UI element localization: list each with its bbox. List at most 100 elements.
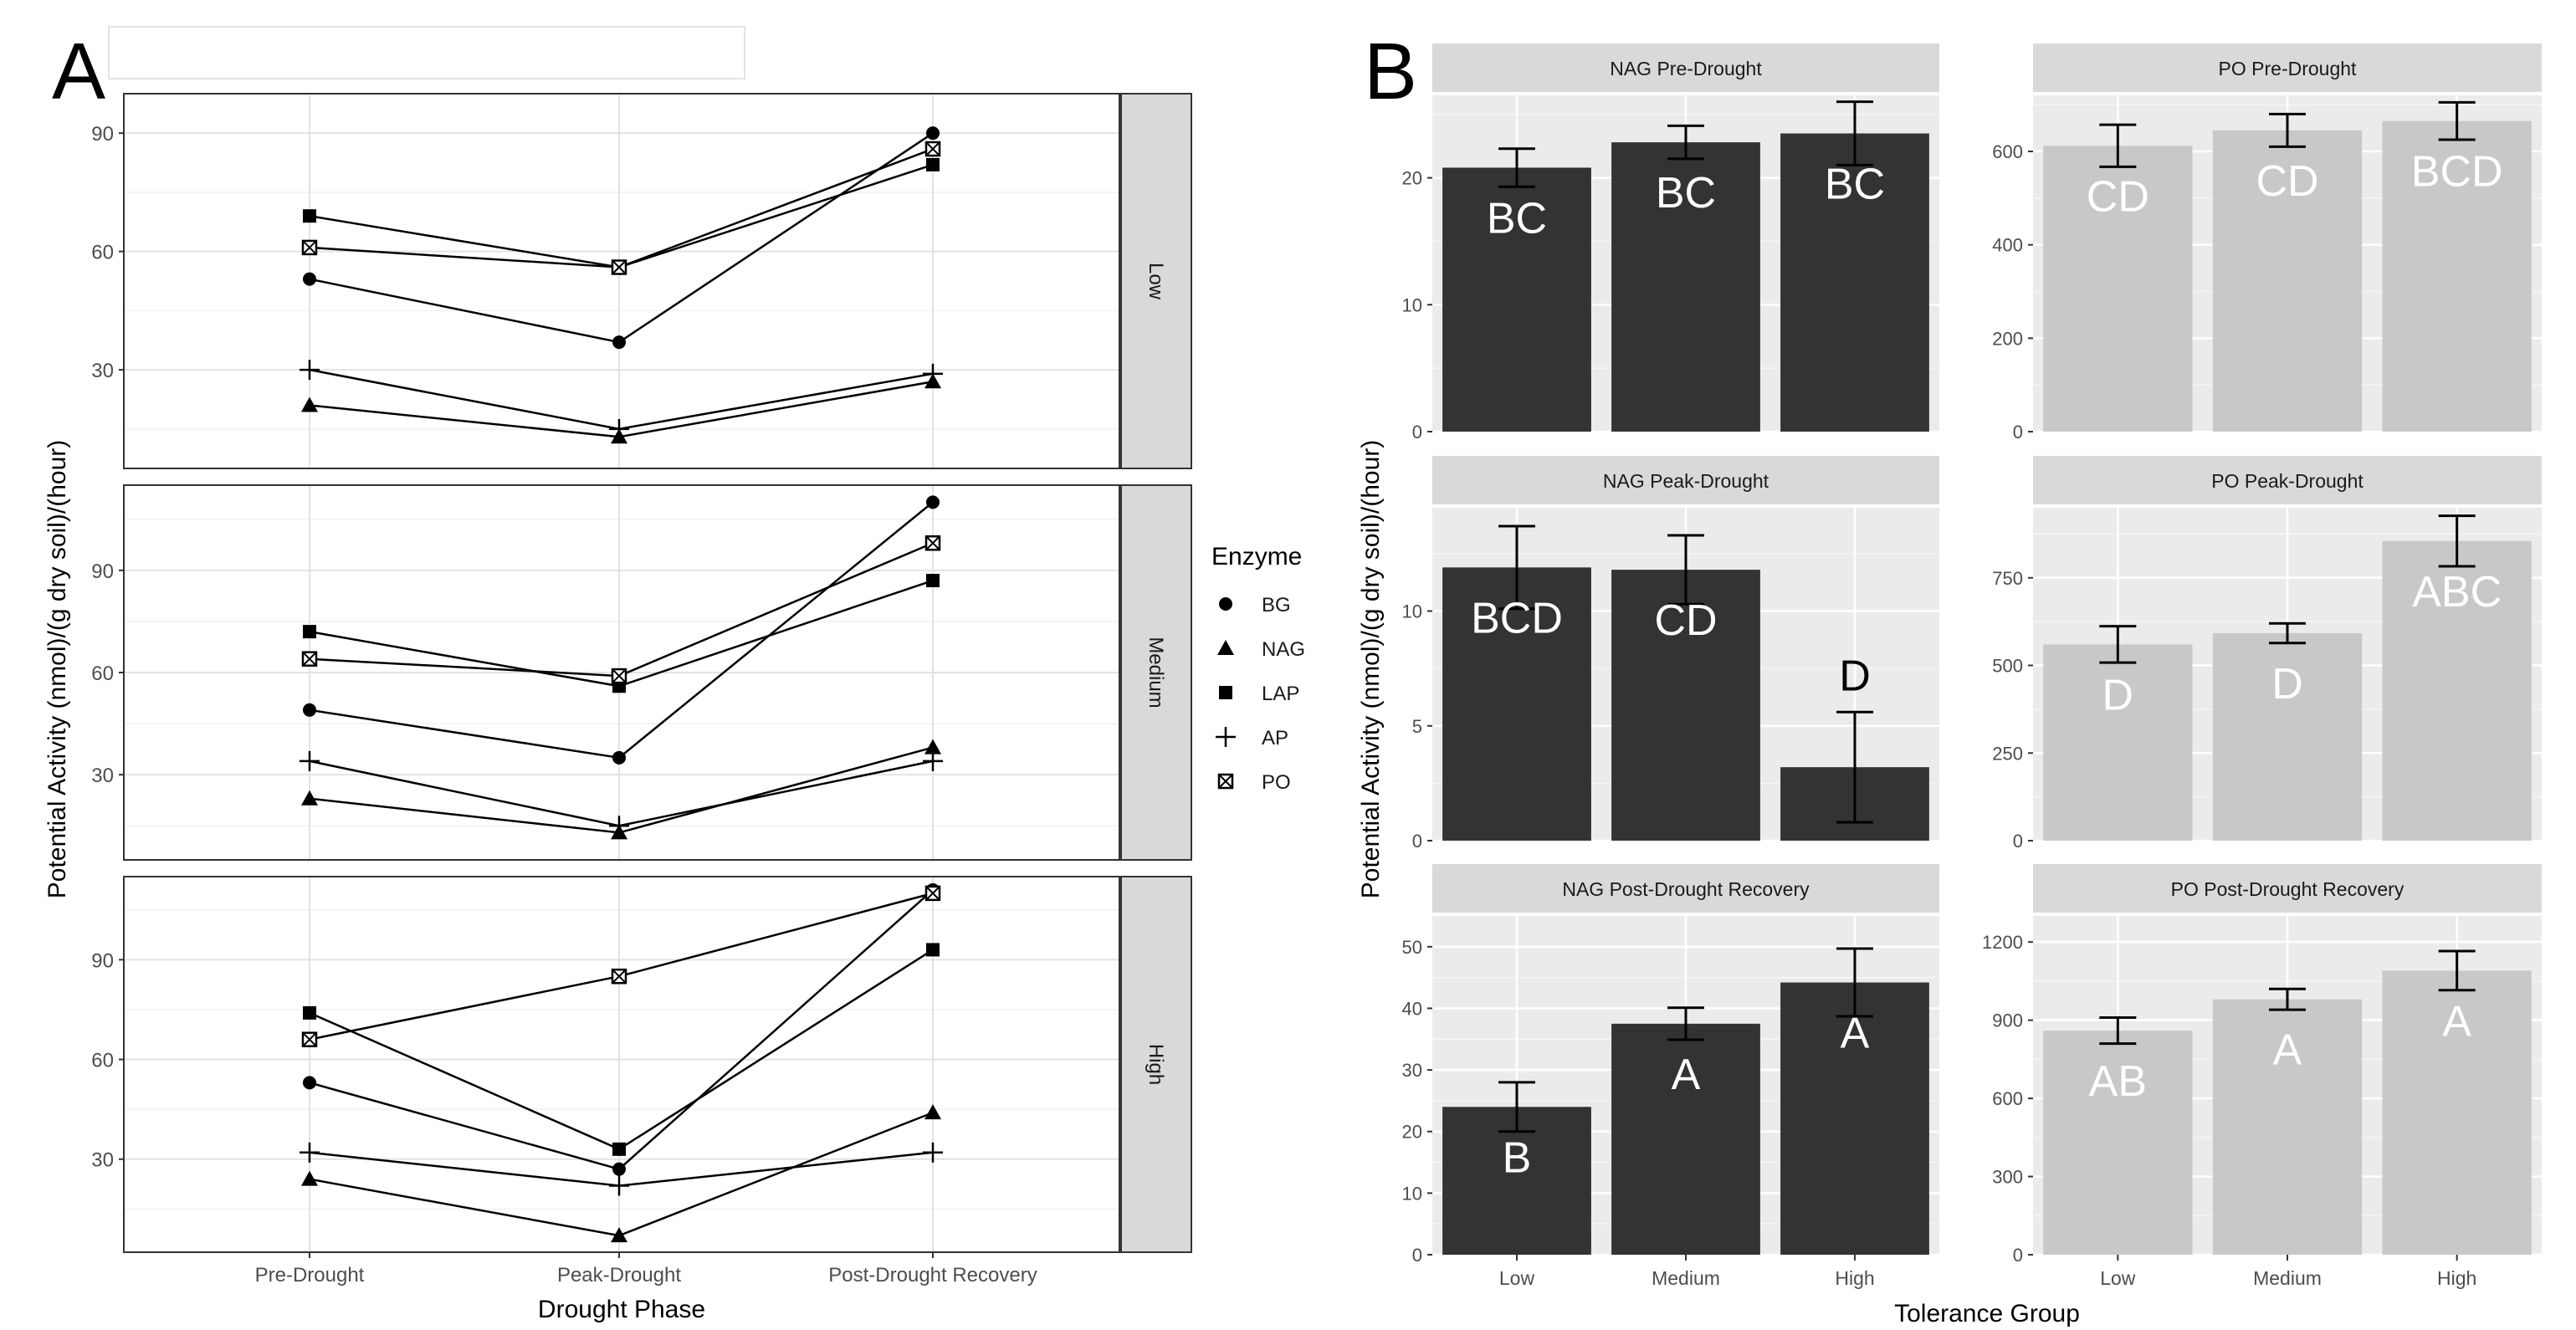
bar [1780,982,1929,1255]
x-tick-label: High [1835,1267,1874,1289]
legend-key-po-d2 [1218,774,1233,789]
y-axis-title: Potential Activity (nmol)/(g dry soil)/(… [1357,440,1385,899]
significance-letter: BC [1825,161,1885,209]
y-tick-label: 90 [91,949,114,972]
panel-a-line-chart: 30 60 90 Low 30 60 90 Medium 30 60 90 High Pre-Droug… [44,93,1305,1323]
significance-letter: ABC [2412,568,2502,616]
y-tick-label: 250 [1992,743,2023,764]
point-ap [300,1142,320,1163]
facet-background [124,94,1119,468]
point-po-d2 [925,141,940,156]
point-lap [926,943,940,957]
x-tick-label: Post-Drought Recovery [828,1264,1037,1287]
bar [2212,999,2363,1255]
y-tick-label: 20 [1402,1122,1422,1143]
bar-panel-po-pre-drought: PO Pre-Drought 0 200 400 600 CD CD BCD [1992,43,2542,442]
bar-panel-nag-pre-drought: NAG Pre-Drought 0 10 20 BC BC BC [1402,43,1939,442]
point-ap [609,1175,629,1196]
point-nag [301,1170,318,1186]
facet-strip [1120,484,1192,861]
bar [2043,644,2193,841]
point-po [924,535,941,551]
y-tick-label: 60 [91,1050,114,1072]
point-lap [926,157,940,171]
point-bg [926,495,940,509]
y-tick-label: 20 [1402,168,1422,189]
significance-letter: A [1841,1010,1870,1058]
x-tick-label: Low [1499,1267,1535,1289]
bar-panel-po-post-drought-recovery: PO Post-Drought Recovery 0 300 600 900 1200 AB… [1982,864,2542,1289]
legend-key-nag [1217,640,1234,655]
x-tick-label: High [2437,1267,2476,1289]
point-po [924,141,941,157]
facet-border [123,484,1120,861]
panel-label-a: A [52,27,105,116]
significance-letter: B [1503,1133,1532,1182]
significance-letter: BCD [1471,594,1563,642]
panel-strip-title: PO Pre-Drought [2219,58,2358,79]
x-tick-label: Medium [1652,1267,1720,1289]
panel-strip [2033,864,2542,913]
legend-label: LAP [1262,683,1299,705]
panel-strip-title: NAG Peak-Drought [1603,470,1769,492]
bar [2212,632,2363,841]
facet-low: 30 60 90 Low [91,93,1192,469]
panel-b-bar-chart: NAG Pre-Drought 0 10 20 BC BC BC PO Pre-Drought… [1357,43,2542,1327]
facet-border [123,876,1120,1253]
y-tick-label: 500 [1992,656,2023,677]
legend-key-bg [1219,597,1232,611]
facet-background [124,877,1119,1252]
x-tick-label: Pre-Drought [255,1264,365,1287]
bar [2382,540,2532,841]
x-tick-label: Medium [2253,1267,2322,1289]
facet-high: 30 60 90 High [91,876,1192,1253]
y-tick-label: 30 [1402,1060,1422,1081]
bar [1611,142,1760,432]
point-po [611,259,627,275]
point-lap [303,209,316,223]
point-bg [303,272,316,286]
point-po-d2 [302,240,317,255]
bar [2382,120,2532,432]
significance-letter: AB [2089,1057,2147,1106]
legend: Enzyme BG NAG LAP AP PO [1211,543,1305,794]
y-tick-label: 30 [91,765,114,787]
facet-strip [1120,93,1192,469]
legend-key-po [1217,773,1234,790]
y-tick-label: 0 [1412,1245,1422,1266]
legend-label: NAG [1262,638,1305,661]
point-ap [609,418,629,439]
point-ap [609,816,629,836]
point-bg [612,750,626,765]
point-po [924,885,941,902]
point-nag [301,396,318,412]
y-tick-label: 90 [91,560,114,583]
point-po-d2 [612,969,627,984]
y-tick-label: 50 [1402,937,1422,958]
legend-label: AP [1262,727,1288,749]
y-tick-label: 0 [1412,422,1422,442]
bar [2043,146,2193,432]
significance-letter: BCD [2411,148,2503,197]
point-po [611,668,627,684]
panel-label-b: B [1364,27,1417,116]
bar [2043,1031,2193,1255]
y-tick-label: 0 [2013,831,2023,852]
panel-strip [1432,43,1939,92]
y-tick-label: 900 [1992,1010,2023,1031]
y-tick-label: 600 [1992,1088,2023,1109]
y-tick-label: 750 [1992,568,2023,589]
legend-key-lap [1219,686,1232,699]
y-tick-label: 60 [91,242,114,264]
point-ap [300,360,320,381]
significance-letter: A [1672,1051,1701,1099]
y-tick-label: 30 [91,360,114,382]
significance-letter: BC [1487,194,1547,243]
y-tick-label: 0 [2013,1245,2023,1266]
point-nag [924,1104,941,1120]
point-po [301,1031,318,1047]
facet-strip-label: Medium [1145,637,1167,708]
y-axis-title: Potential Activity (nmol)/(g dry soil)/(… [44,440,71,899]
point-po-d2 [612,259,627,275]
